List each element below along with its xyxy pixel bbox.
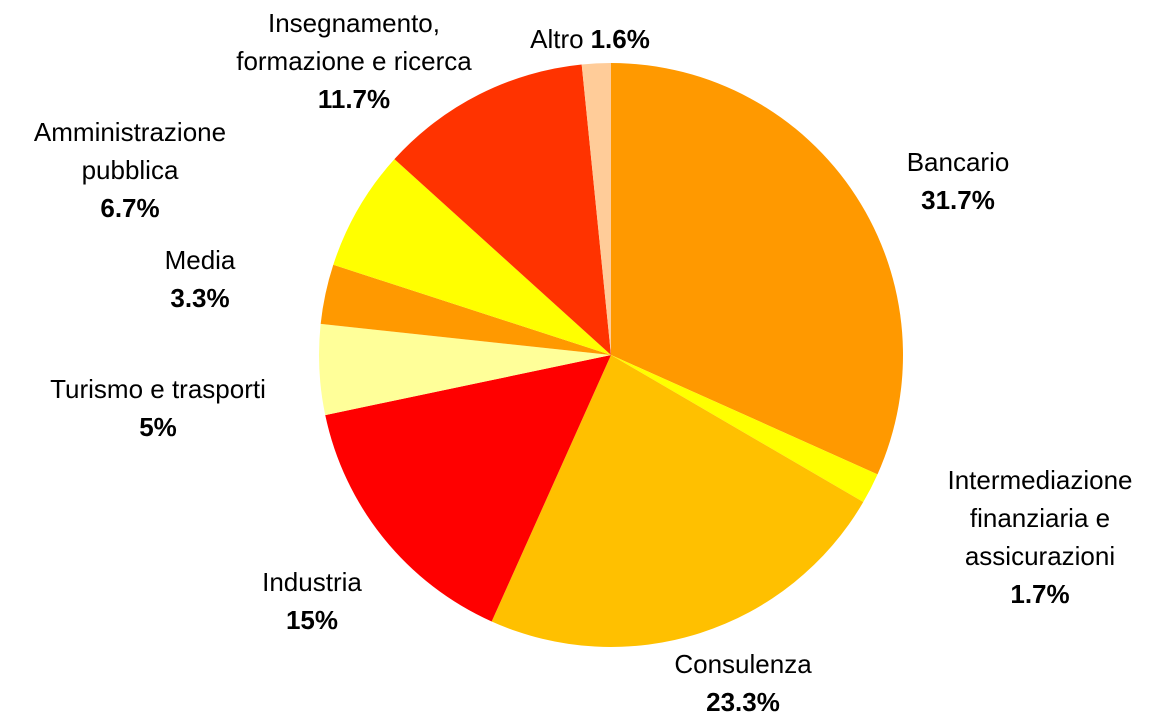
value-label: 11.7% [317, 84, 391, 114]
slice-label: Consulenza 23.3% [633, 645, 853, 721]
value-label: 1.7% [1010, 579, 1070, 609]
value-label: 23.3% [706, 687, 780, 717]
slice-label: Insegnamento, formazione e ricerca 11.7% [219, 4, 489, 118]
value-label: 6.7% [100, 193, 160, 223]
pie-slice [581, 63, 611, 355]
pie-slice [611, 355, 878, 503]
pie-slice [325, 355, 611, 622]
value-label: 1.6% [590, 24, 650, 54]
value-label: 5% [139, 412, 177, 442]
category-label: Altro [530, 24, 584, 54]
pie-slice [318, 323, 611, 416]
slice-label: Media 3.3% [100, 241, 300, 317]
slice-label: Industria 15% [212, 563, 412, 639]
value-label: 31.7% [921, 185, 995, 215]
category-label: Intermediazione finanziaria e assicurazi… [947, 465, 1133, 571]
category-label: Insegnamento, formazione e ricerca [236, 8, 472, 76]
pie-slice [320, 264, 611, 355]
pie-slice [333, 159, 611, 355]
category-label: Industria [262, 567, 362, 597]
value-label: 15% [285, 605, 339, 635]
slice-label: Altro 1.6% [460, 20, 720, 58]
slice-label: Bancario 31.7% [858, 143, 1058, 219]
category-label: Media [164, 245, 236, 275]
slice-label: Amministrazione pubblica 6.7% [10, 113, 250, 227]
slice-label: Turismo e trasporti 5% [0, 370, 318, 446]
category-label: Amministrazione pubblica [33, 117, 227, 185]
pie-slice [491, 355, 864, 647]
value-label: 3.3% [170, 283, 230, 313]
category-label: Consulenza [674, 649, 812, 679]
slice-label: Intermediazione finanziaria e assicurazi… [920, 461, 1158, 613]
pie-slice [611, 63, 903, 475]
category-label: Turismo e trasporti [50, 374, 266, 404]
category-label: Bancario [906, 147, 1010, 177]
pie-slice [394, 64, 611, 355]
